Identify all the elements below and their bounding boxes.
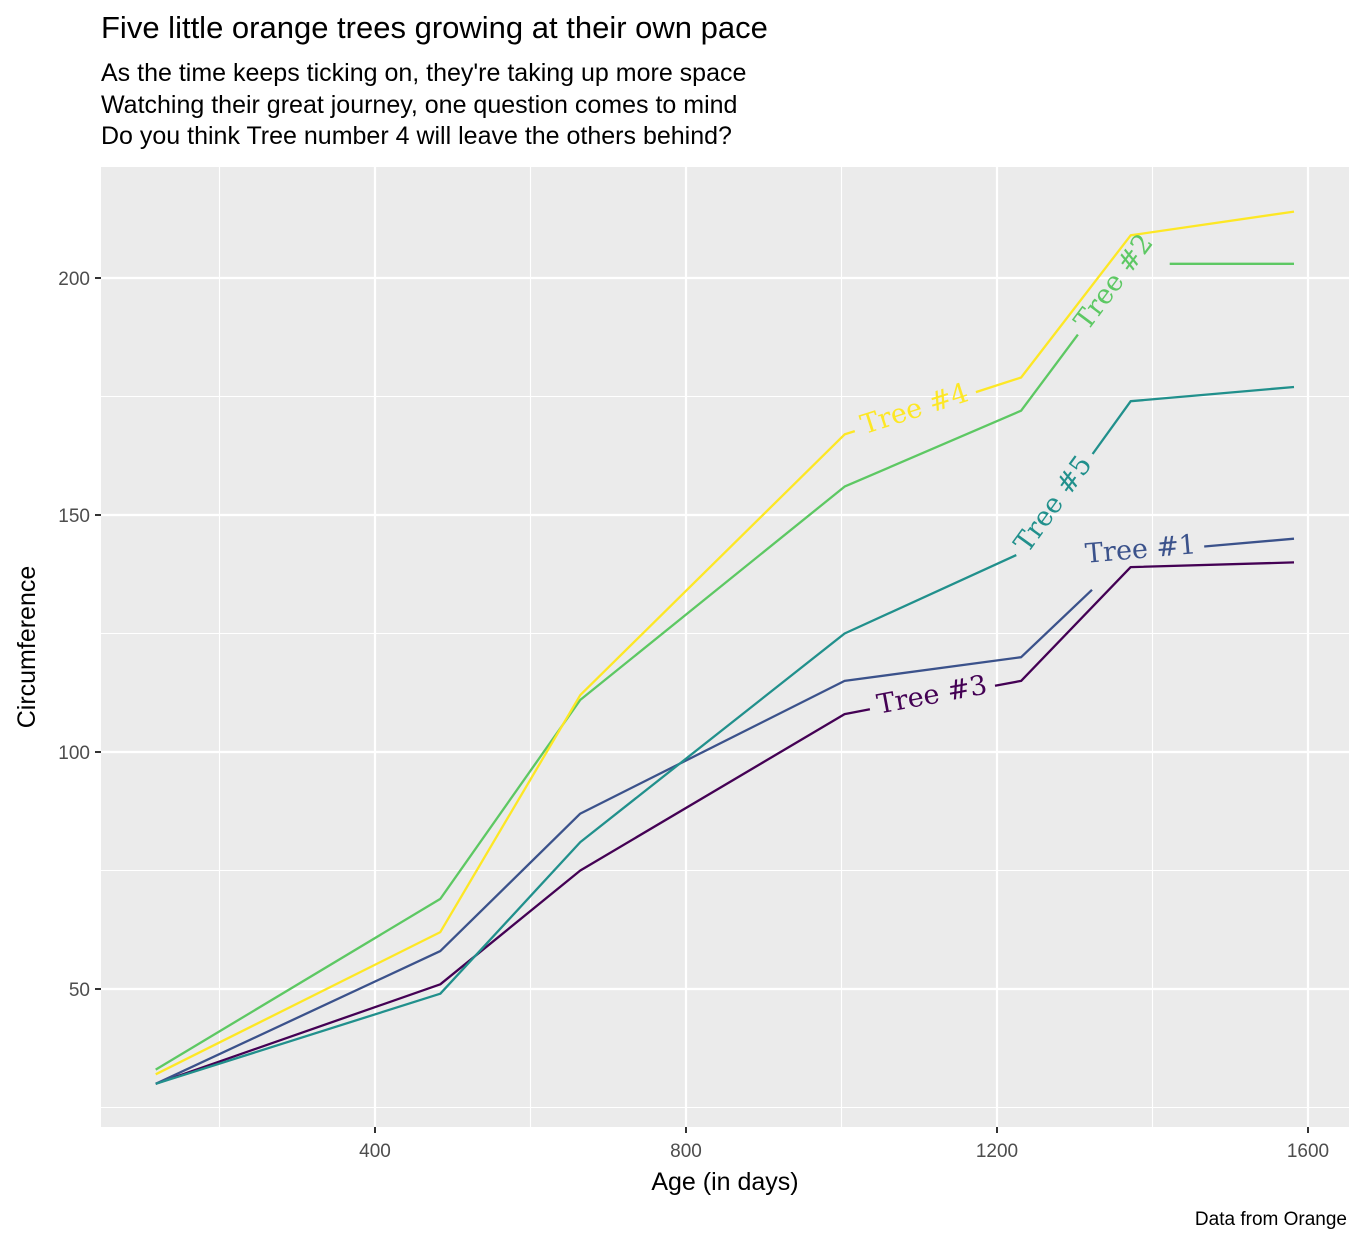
x-axis-title: Age (in days)	[651, 1168, 798, 1196]
series-line	[1204, 537, 1295, 548]
series-line	[1091, 385, 1295, 455]
series-line	[155, 333, 1079, 1071]
x-tick-label: 1600	[1287, 1141, 1329, 1162]
subtitle-line-1: As the time keeps ticking on, they're ta…	[101, 59, 747, 87]
x-tick-label: 800	[670, 1141, 702, 1162]
series-line	[994, 561, 1295, 687]
series-line	[155, 554, 1017, 1085]
subtitle-line-2: Watching their great journey, one questi…	[101, 90, 738, 119]
x-tick-label: 1200	[976, 1141, 1018, 1162]
y-tick-label: 200	[58, 269, 90, 290]
grid-lines	[101, 167, 1349, 1127]
axes: 400 800 1200 1600 50 100 150 200	[58, 269, 1329, 1162]
x-tick-label: 400	[359, 1141, 391, 1162]
chart-subtitle: As the time keeps ticking on, they're ta…	[101, 58, 746, 153]
y-tick-label: 100	[58, 743, 90, 764]
subtitle-line-3: Do you think Tree number 4 will leave th…	[101, 122, 732, 150]
chart-caption: Data from Orange	[1194, 1209, 1347, 1230]
y-axis-title: Circumference	[13, 566, 41, 729]
series-lines	[155, 210, 1295, 1085]
series-line	[975, 210, 1295, 394]
series-line	[155, 430, 856, 1076]
series-line	[155, 588, 1093, 1085]
y-tick-label: 150	[58, 506, 90, 527]
chart-title: Five little orange trees growing at thei…	[101, 10, 768, 45]
plot-panel	[101, 167, 1349, 1127]
series-line	[155, 708, 871, 1085]
y-tick-label: 50	[69, 980, 90, 1001]
